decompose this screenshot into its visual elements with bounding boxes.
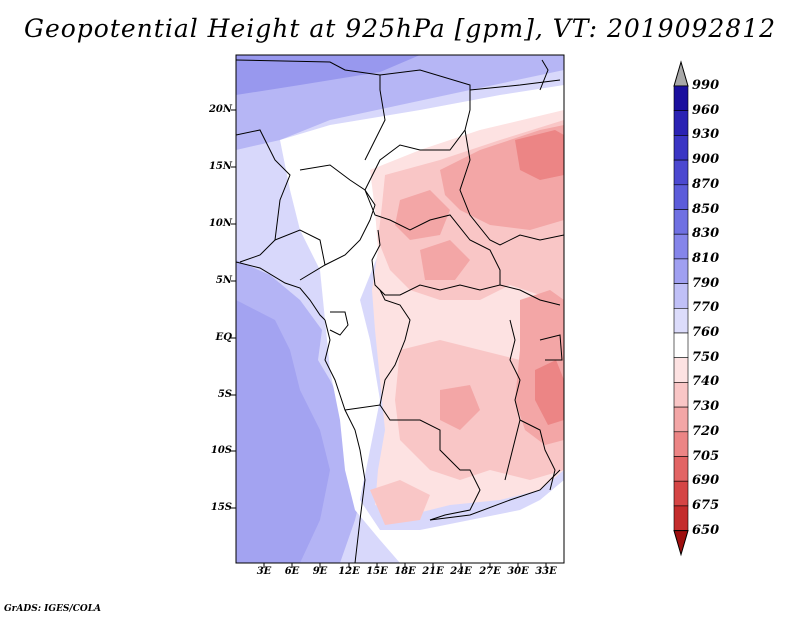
colorbar-segment: [673, 332, 689, 359]
lat-label-10s: 10S: [210, 445, 232, 456]
colorbar-segment: [673, 110, 689, 136]
map-frame: [235, 54, 565, 564]
lon-label-30e: 30E: [507, 566, 529, 577]
lon-label-33e: 33E: [535, 566, 557, 577]
grads-credit: GrADS: IGES/COLA: [4, 604, 102, 614]
colorbar-level-label: 870: [692, 176, 720, 192]
lon-label-24e: 24E: [450, 566, 472, 577]
lon-label-15e: 15E: [366, 566, 388, 577]
lon-label-3e: 3E: [256, 566, 272, 577]
lat-label-15s: 15S: [210, 502, 232, 513]
colorbar-segment: [673, 233, 689, 260]
lon-label-18e: 18E: [394, 566, 416, 577]
colorbar: [673, 60, 689, 557]
colorbar-level-label: 760: [692, 325, 720, 340]
colorbar-segment: [673, 209, 689, 235]
lat-label-eq: EQ: [215, 332, 232, 343]
colorbar-segment: [673, 456, 689, 482]
lat-label-5n: 5N: [215, 275, 232, 286]
colorbar-segment: [673, 85, 689, 112]
colorbar-level-label: 720: [692, 423, 720, 439]
colorbar-level-label: 960: [692, 102, 720, 118]
lat-label-10n: 10N: [208, 218, 232, 229]
colorbar-level-label: 930: [692, 127, 720, 143]
colorbar-level-label: 675: [692, 497, 720, 513]
colorbar-level-label: 730: [692, 399, 720, 415]
colorbar-segment: [673, 357, 689, 383]
colorbar-over-triangle: [673, 60, 689, 87]
lat-label-5s: 5S: [217, 389, 232, 400]
colorbar-level-label: 830: [692, 226, 720, 242]
colorbar-segment: [673, 258, 689, 284]
colorbar-level-label: 650: [692, 522, 720, 538]
lon-label-12e: 12E: [338, 566, 360, 577]
colorbar-segment: [673, 505, 689, 531]
colorbar-level-label: 750: [692, 349, 720, 365]
colorbar-level-label: 790: [692, 275, 720, 291]
colorbar-segment: [673, 480, 689, 507]
colorbar-segment: [673, 382, 689, 408]
lat-label-20n: 20N: [208, 104, 232, 115]
country-borders: [236, 59, 564, 563]
colorbar-segment: [673, 283, 689, 309]
colorbar-under-triangle: [673, 530, 689, 557]
height-field: [236, 55, 564, 563]
colorbar-segment: [673, 307, 689, 334]
lon-label-27e: 27E: [479, 566, 501, 577]
colorbar-segment: [673, 431, 689, 457]
colorbar-segment: [673, 184, 689, 210]
colorbar-level-label: 810: [692, 250, 720, 266]
lat-label-15n: 15N: [208, 161, 232, 172]
colorbar-level-label: 850: [692, 201, 720, 217]
map-title: Geopotential Height at 925hPa [gpm], VT:…: [23, 14, 777, 43]
lon-label-9e: 9E: [312, 566, 328, 577]
lon-label-6e: 6E: [284, 566, 300, 577]
colorbar-level-label: 900: [692, 152, 720, 168]
colorbar-level-label: 705: [692, 448, 720, 464]
colorbar-segment: [673, 406, 689, 433]
axis-ticks: [231, 109, 547, 568]
colorbar-segment: [673, 159, 689, 186]
colorbar-segment: [673, 135, 689, 161]
colorbar-level-label: 990: [692, 78, 720, 93]
colorbar-level-label: 770: [692, 300, 720, 316]
colorbar-level-label: 690: [692, 473, 720, 489]
colorbar-level-label: 740: [692, 374, 720, 390]
lon-label-21e: 21E: [422, 566, 444, 577]
